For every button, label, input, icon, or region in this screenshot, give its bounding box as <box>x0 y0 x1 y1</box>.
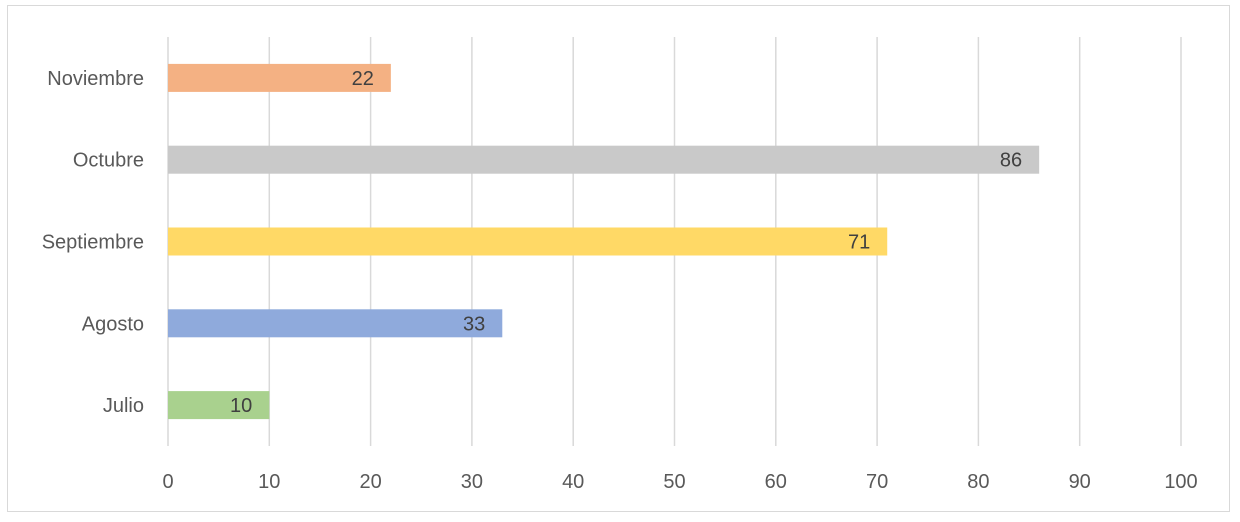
data-label-octubre: 86 <box>1000 150 1022 172</box>
category-label-octubre: Octubre <box>73 150 144 172</box>
x-tick-label-20: 20 <box>359 471 381 493</box>
data-label-septiembre: 71 <box>848 232 870 254</box>
x-tick-label-80: 80 <box>967 471 989 493</box>
x-tick-label-30: 30 <box>461 471 483 493</box>
data-label-noviembre: 22 <box>352 68 374 90</box>
bar-agosto <box>168 309 503 338</box>
x-tick-labels: 0 10 20 30 40 50 60 70 80 90 100 <box>162 471 1197 493</box>
category-label-noviembre: Noviembre <box>47 68 144 90</box>
x-tick-label-70: 70 <box>866 471 888 493</box>
x-tick-label-60: 60 <box>765 471 787 493</box>
x-tick-label-10: 10 <box>258 471 280 493</box>
category-label-agosto: Agosto <box>82 313 144 335</box>
x-tick-label-50: 50 <box>663 471 685 493</box>
x-tick-label-100: 100 <box>1164 471 1197 493</box>
bar-septiembre <box>168 227 888 256</box>
data-label-agosto: 33 <box>463 313 485 335</box>
category-labels: Julio Agosto Septiembre Octubre Noviembre <box>42 68 144 417</box>
data-label-julio: 10 <box>230 395 252 417</box>
x-tick-label-40: 40 <box>562 471 584 493</box>
bar-noviembre <box>168 63 391 92</box>
bar-octubre <box>168 145 1040 174</box>
bars <box>168 63 1040 420</box>
x-tick-label-0: 0 <box>162 471 173 493</box>
category-label-septiembre: Septiembre <box>42 232 144 254</box>
category-label-julio: Julio <box>103 395 144 417</box>
x-tick-label-90: 90 <box>1069 471 1091 493</box>
gridlines <box>167 37 1182 446</box>
data-labels: 10 33 71 86 22 <box>230 68 1022 417</box>
bar-julio <box>168 391 270 420</box>
